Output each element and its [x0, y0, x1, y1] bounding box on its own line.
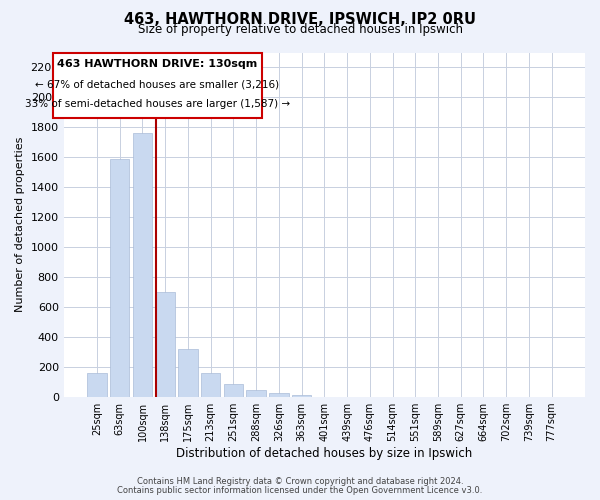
Bar [155, 292, 175, 397]
Text: 463 HAWTHORN DRIVE: 130sqm: 463 HAWTHORN DRIVE: 130sqm [58, 60, 257, 70]
Bar [269, 392, 289, 397]
Bar [201, 373, 220, 397]
Bar [133, 134, 152, 397]
Text: Size of property relative to detached houses in Ipswich: Size of property relative to detached ho… [137, 22, 463, 36]
Bar [178, 349, 197, 397]
Bar [110, 159, 130, 397]
Text: 463, HAWTHORN DRIVE, IPSWICH, IP2 0RU: 463, HAWTHORN DRIVE, IPSWICH, IP2 0RU [124, 12, 476, 28]
Text: Contains HM Land Registry data © Crown copyright and database right 2024.: Contains HM Land Registry data © Crown c… [137, 477, 463, 486]
Bar [292, 395, 311, 397]
Text: Contains public sector information licensed under the Open Government Licence v3: Contains public sector information licen… [118, 486, 482, 495]
Bar [247, 390, 266, 397]
Bar [224, 384, 243, 397]
X-axis label: Distribution of detached houses by size in Ipswich: Distribution of detached houses by size … [176, 447, 472, 460]
Bar [88, 373, 107, 397]
Y-axis label: Number of detached properties: Number of detached properties [15, 137, 25, 312]
Text: ← 67% of detached houses are smaller (3,216): ← 67% of detached houses are smaller (3,… [35, 79, 280, 89]
Text: 33% of semi-detached houses are larger (1,587) →: 33% of semi-detached houses are larger (… [25, 99, 290, 109]
